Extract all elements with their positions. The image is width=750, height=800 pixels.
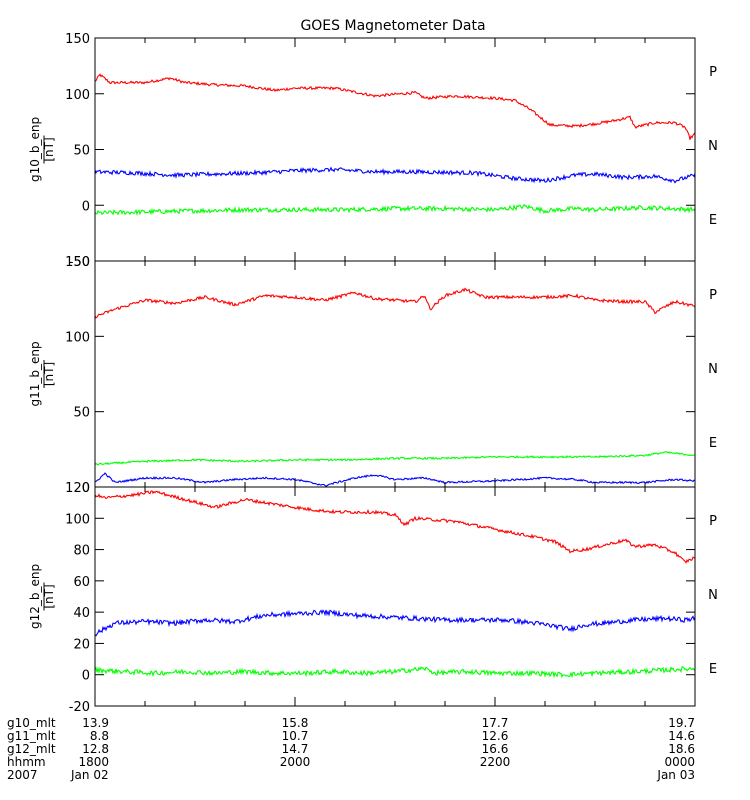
y-tick-label: 0 [82,199,90,214]
x-axis-value: 14.6 [668,729,695,743]
x-axis-row-label: g10_mlt [7,716,56,730]
x-axis-value: 16.6 [482,742,509,756]
x-axis-value: 10.7 [282,729,309,743]
chart-title: GOES Magnetometer Data [300,18,485,34]
x-axis-value: 12.8 [82,742,109,756]
series-line-N-panel-3 [94,666,696,679]
legend-label-E: E [709,213,717,228]
legend-label-P: P [709,65,717,80]
legend-label-P: P [709,514,717,529]
panel-frame-2 [94,260,696,488]
x-axis-value: 12.6 [482,729,509,743]
x-axis-value: 0000 [664,755,695,769]
y-tick-label: 0 [82,669,90,684]
series-line-E-panel-1 [94,166,696,184]
x-axis-value: 18.6 [668,742,695,756]
y-tick-label: 100 [65,330,90,345]
legend-label-P: P [709,288,717,303]
series-line-P-panel-3 [94,490,696,564]
y-tick-label: 60 [73,575,90,590]
y-axis-label: g12_b_enp [28,564,42,629]
legend-label-N: N [708,362,718,377]
y-tick-label: 150 [65,255,90,270]
y-tick-label: 40 [73,606,90,621]
y-axis-unit: [nT] [42,584,56,608]
x-axis-value: Jan 03 [656,768,695,782]
x-axis-value: 14.7 [282,742,309,756]
y-tick-label: -50 [69,255,90,270]
y-tick-label: 100 [65,512,90,527]
y-tick-label: 50 [73,144,90,159]
x-axis-value: 1800 [78,755,109,769]
x-axis-value: Jan 02 [70,768,109,782]
x-axis-row-label: 2007 [7,768,38,782]
y-tick-label: 150 [65,32,90,47]
series-line-P-panel-1 [94,73,696,140]
y-tick-label: 20 [73,637,90,652]
y-axis-unit: [nT] [42,362,56,386]
x-axis-value: 2000 [280,755,311,769]
series-line-N-panel-2 [94,450,696,466]
y-tick-label: 50 [73,406,90,421]
y-tick-label: 80 [73,544,90,559]
y-axis-label: g11_b_enp [28,341,42,406]
x-axis-value: 13.9 [82,716,109,730]
legend-label-N: N [708,139,718,154]
y-tick-label: 0 [82,481,90,496]
y-tick-label: 120 [65,481,90,496]
x-axis-row-label: hhmm [7,755,46,769]
x-axis-value: 19.7 [668,716,695,730]
x-axis-row-label: g11_mlt [7,729,56,743]
series-line-E-panel-3 [94,609,696,637]
y-tick-label: 100 [65,88,90,103]
x-axis-value: 17.7 [482,716,509,730]
x-axis-value: 15.8 [282,716,309,730]
legend-label-E: E [709,436,717,451]
series-line-N-panel-1 [94,203,696,217]
y-axis-unit: [nT] [42,137,56,161]
series-line-P-panel-2 [94,287,696,319]
x-axis-row-label: g12_mlt [7,742,56,756]
x-axis-value: 2200 [480,755,511,769]
legend-label-E: E [709,662,717,677]
y-axis-label: g10_b_enp [28,117,42,182]
panel-frame-3 [94,486,696,707]
panel-frame-1 [94,37,696,262]
y-tick-label: -20 [69,700,90,715]
x-axis-value: 8.8 [90,729,109,743]
legend-label-N: N [708,588,718,603]
